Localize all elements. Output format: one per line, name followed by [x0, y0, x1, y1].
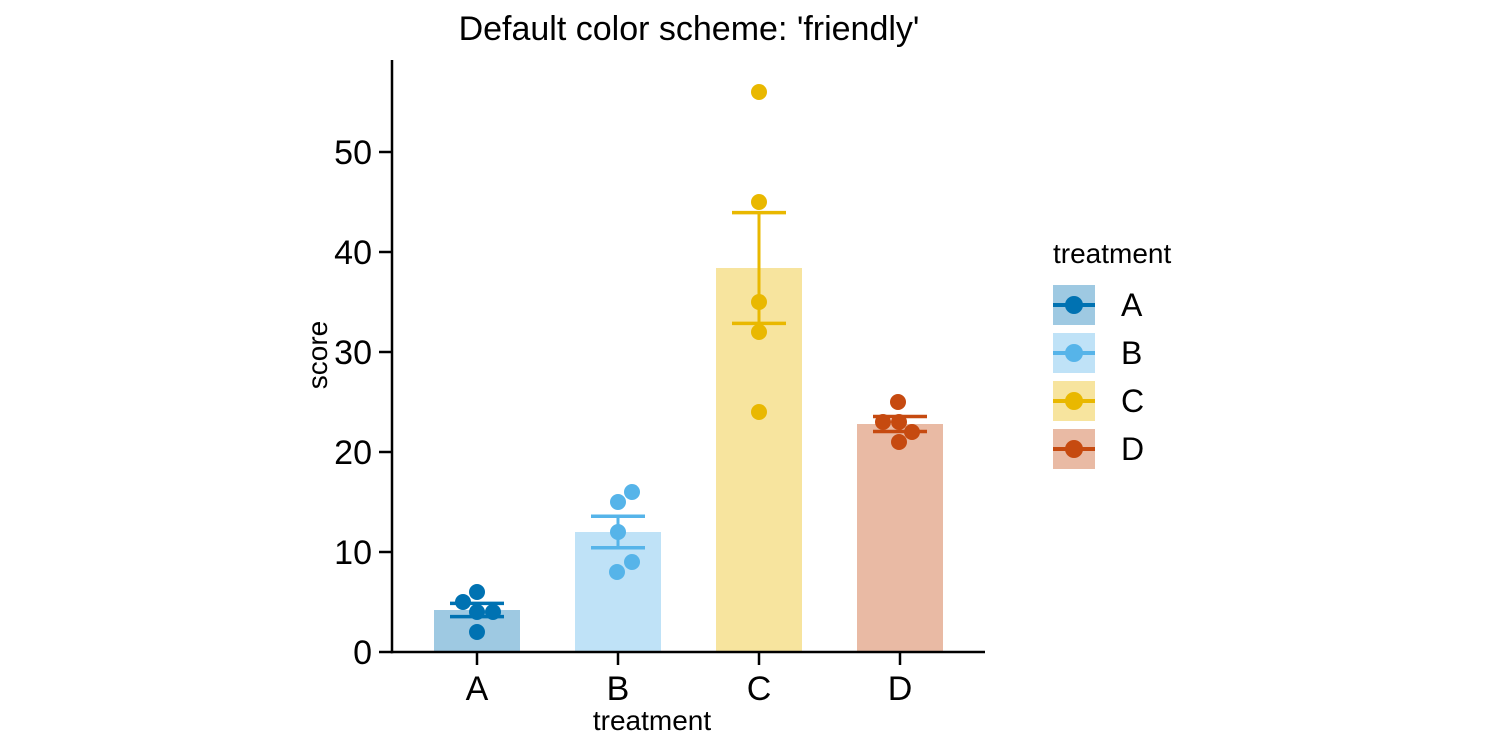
data-point-C-0 — [751, 84, 767, 100]
legend-item-label: B — [1121, 335, 1143, 371]
legend-item-label: D — [1121, 431, 1145, 467]
legend-swatch-icon — [1053, 333, 1095, 373]
legend-swatch-icon — [1053, 381, 1095, 421]
data-point-C-4 — [751, 404, 767, 420]
x-tick-label: A — [466, 670, 489, 708]
data-point-C-3 — [751, 324, 767, 340]
legend-item-label: C — [1121, 383, 1145, 419]
data-point-A-0 — [469, 584, 485, 600]
legend-item-B: B — [1053, 333, 1171, 373]
y-tick-label: 30 — [334, 334, 372, 372]
data-point-D-4 — [891, 434, 907, 450]
data-point-A-2 — [469, 604, 485, 620]
y-tick-label: 20 — [334, 434, 372, 472]
y-tick-label: 0 — [353, 634, 372, 672]
x-tick-label: C — [747, 670, 772, 708]
data-point-C-2 — [751, 294, 767, 310]
data-point-C-1 — [751, 194, 767, 210]
bar-D — [857, 424, 943, 652]
legend-swatch-icon — [1053, 285, 1095, 325]
data-point-A-1 — [455, 594, 471, 610]
data-point-B-4 — [609, 564, 625, 580]
x-tick-label: D — [888, 670, 913, 708]
data-point-B-2 — [610, 524, 626, 540]
x-tick-label: B — [607, 670, 630, 708]
legend-item-label: A — [1121, 287, 1143, 323]
data-point-A-3 — [485, 604, 501, 620]
data-point-B-1 — [610, 494, 626, 510]
legend-item-C: C — [1053, 381, 1171, 421]
data-point-D-3 — [904, 424, 920, 440]
legend-item-D: D — [1053, 429, 1171, 469]
data-point-B-0 — [624, 484, 640, 500]
data-point-B-3 — [624, 554, 640, 570]
legend-swatch-icon — [1053, 429, 1095, 469]
y-tick-label: 40 — [334, 234, 372, 272]
legend-title: treatment — [1053, 238, 1172, 269]
data-point-A-4 — [469, 624, 485, 640]
data-point-D-0 — [890, 394, 906, 410]
data-point-D-1 — [875, 414, 891, 430]
y-tick-label: 10 — [334, 534, 372, 572]
chart-title: Default color scheme: 'friendly' — [458, 10, 920, 48]
y-tick-label: 50 — [334, 134, 372, 172]
x-axis-title: treatment — [592, 705, 712, 736]
legend-item-A: A — [1053, 285, 1171, 325]
data-point-D-2 — [891, 414, 907, 430]
bar-B — [575, 532, 661, 652]
